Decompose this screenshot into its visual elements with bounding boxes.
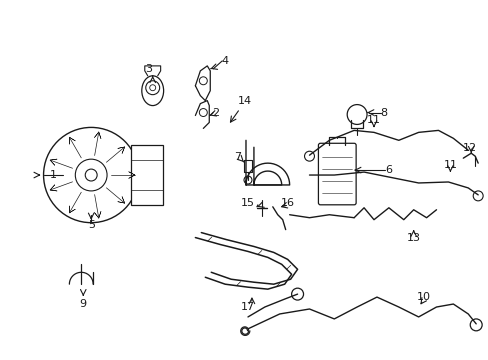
Text: 13: 13 — [406, 233, 420, 243]
Circle shape — [43, 127, 139, 223]
Circle shape — [346, 105, 366, 125]
Text: 12: 12 — [462, 143, 476, 153]
Text: 11: 11 — [366, 116, 380, 126]
Text: 2: 2 — [211, 108, 218, 117]
Text: 15: 15 — [241, 198, 254, 208]
Circle shape — [75, 159, 107, 191]
Text: 14: 14 — [238, 96, 251, 105]
Text: 8: 8 — [380, 108, 386, 117]
Text: 5: 5 — [87, 220, 95, 230]
Text: 3: 3 — [145, 64, 152, 74]
Text: 16: 16 — [280, 198, 294, 208]
FancyBboxPatch shape — [318, 143, 355, 205]
Text: 6: 6 — [385, 165, 391, 175]
Text: 17: 17 — [241, 302, 255, 312]
Text: 11: 11 — [443, 160, 456, 170]
Text: 10: 10 — [416, 292, 430, 302]
Circle shape — [291, 288, 303, 300]
Circle shape — [304, 151, 314, 161]
Ellipse shape — [142, 76, 163, 105]
Text: 4: 4 — [221, 56, 228, 66]
Circle shape — [469, 319, 481, 331]
Circle shape — [472, 191, 482, 201]
Circle shape — [145, 81, 160, 95]
Text: 1: 1 — [50, 170, 57, 180]
Bar — [131, 145, 163, 205]
Text: 9: 9 — [80, 299, 87, 309]
Text: 7: 7 — [234, 152, 241, 162]
